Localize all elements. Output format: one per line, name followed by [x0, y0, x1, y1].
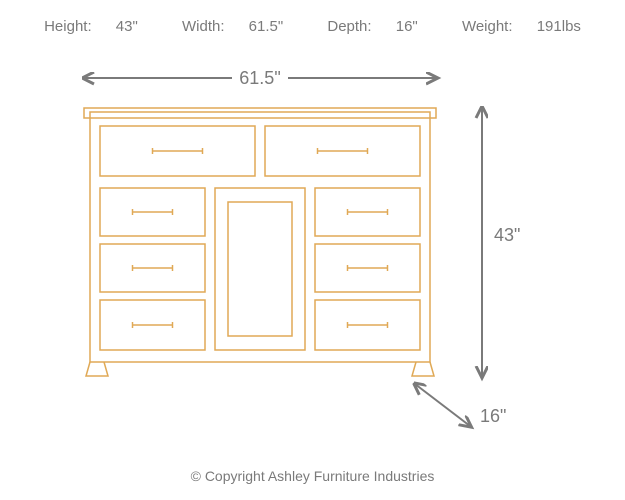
copyright-text: © Copyright Ashley Furniture Industries [0, 468, 625, 484]
height-label: 43" [494, 225, 520, 245]
spec-width: Width: 61.5" [172, 18, 297, 35]
spec-depth-label: Depth: [327, 18, 371, 35]
depth-label: 16" [480, 406, 506, 426]
spec-weight-value: 191lbs [537, 18, 581, 35]
spec-depth-value: 16" [396, 18, 418, 35]
width-label: 61.5" [239, 68, 280, 88]
dresser [84, 108, 436, 376]
depth-arrow [415, 384, 470, 426]
diagram-area: 61.5" 43" 16" [70, 60, 550, 460]
spec-depth: Depth: 16" [317, 18, 432, 35]
spec-weight-label: Weight: [462, 18, 513, 35]
spec-height-value: 43" [116, 18, 138, 35]
spec-height-label: Height: [44, 18, 92, 35]
spec-row: Height: 43" Width: 61.5" Depth: 16" Weig… [0, 0, 625, 35]
spec-width-label: Width: [182, 18, 225, 35]
spec-width-value: 61.5" [249, 18, 284, 35]
furniture-diagram: 61.5" 43" 16" [70, 60, 550, 460]
spec-weight: Weight: 191lbs [452, 18, 591, 35]
spec-height: Height: 43" [34, 18, 152, 35]
